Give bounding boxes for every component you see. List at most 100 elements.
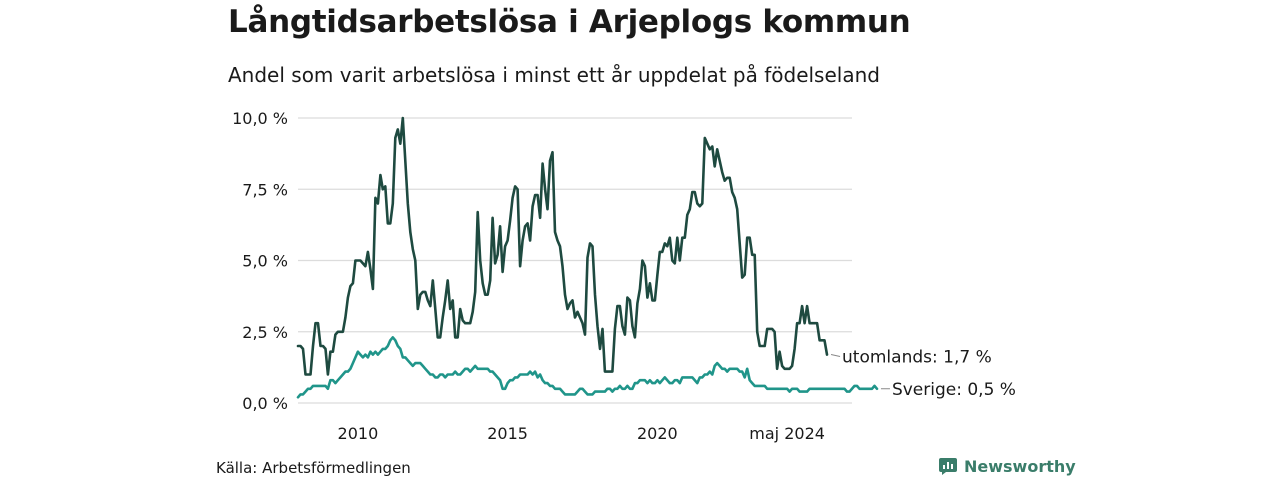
data-point-sverige (514, 376, 517, 379)
data-point-sverige (307, 388, 310, 391)
data-point-sverige (317, 385, 320, 388)
data-point-utomlands (489, 279, 492, 282)
data-point-utomlands (699, 205, 702, 208)
data-point-utomlands (506, 239, 509, 242)
data-point-utomlands (569, 302, 572, 305)
data-point-sverige (329, 379, 332, 382)
data-point-utomlands (334, 333, 337, 336)
data-point-sverige (354, 356, 357, 359)
data-point-sverige (773, 388, 776, 391)
data-point-utomlands (436, 336, 439, 339)
data-point-sverige (756, 385, 759, 388)
data-point-utomlands (299, 345, 302, 348)
data-point-sverige (594, 390, 597, 393)
data-point-sverige (679, 382, 682, 385)
data-point-utomlands (322, 345, 325, 348)
data-point-sverige (526, 373, 529, 376)
data-point-sverige (791, 388, 794, 391)
data-point-utomlands (686, 214, 689, 217)
data-point-sverige (299, 393, 302, 396)
data-point-sverige (781, 388, 784, 391)
data-point-sverige (489, 370, 492, 373)
data-point-utomlands (646, 296, 649, 299)
data-point-sverige (621, 388, 624, 391)
data-point-utomlands (347, 296, 350, 299)
data-point-sverige (449, 373, 452, 376)
data-point-utomlands (509, 219, 512, 222)
data-point-sverige (576, 390, 579, 393)
data-point-utomlands (743, 274, 746, 277)
data-point-utomlands (666, 245, 669, 248)
data-point-sverige (736, 368, 739, 371)
data-point-utomlands (524, 225, 527, 228)
data-point-utomlands (713, 165, 716, 168)
data-point-sverige (801, 390, 804, 393)
data-point-utomlands (474, 291, 477, 294)
data-point-utomlands (564, 293, 567, 296)
data-point-sverige (806, 390, 809, 393)
data-point-utomlands (362, 262, 365, 265)
data-point-utomlands (709, 148, 712, 151)
data-point-sverige (389, 339, 392, 342)
data-point-sverige (868, 388, 871, 391)
series-line-utomlands (296, 116, 829, 376)
data-point-sverige (778, 388, 781, 391)
data-point-utomlands (706, 142, 709, 145)
data-point-utomlands (571, 299, 574, 302)
data-point-sverige (399, 348, 402, 351)
data-point-utomlands (372, 288, 375, 291)
data-point-sverige (876, 388, 879, 391)
data-point-sverige (731, 368, 734, 371)
newsworthy-icon (939, 458, 957, 475)
data-point-utomlands (484, 293, 487, 296)
data-point-sverige (461, 370, 464, 373)
data-point-sverige (726, 370, 729, 373)
data-point-utomlands (619, 305, 622, 308)
data-point-sverige (636, 382, 639, 385)
data-point-utomlands (304, 373, 307, 376)
data-point-utomlands (516, 188, 519, 191)
data-point-sverige (619, 385, 622, 388)
data-point-utomlands (614, 328, 617, 331)
data-point-sverige (304, 390, 307, 393)
data-point-sverige (649, 379, 652, 382)
data-point-sverige (846, 390, 849, 393)
data-point-utomlands (716, 148, 719, 151)
data-point-sverige (486, 368, 489, 371)
data-point-utomlands (609, 370, 612, 373)
data-point-sverige (768, 388, 771, 391)
data-point-utomlands (604, 370, 607, 373)
data-point-sverige (541, 379, 544, 382)
data-point-utomlands (586, 256, 589, 259)
data-point-utomlands (514, 185, 517, 188)
data-point-utomlands (701, 202, 704, 205)
chart-subtitle: Andel som varit arbetslösa i minst ett å… (228, 63, 880, 87)
data-point-utomlands (818, 339, 821, 342)
data-point-utomlands (621, 325, 624, 328)
data-point-utomlands (471, 311, 474, 314)
data-point-sverige (551, 385, 554, 388)
data-point-sverige (866, 388, 869, 391)
data-point-utomlands (654, 299, 657, 302)
data-point-sverige (484, 368, 487, 371)
data-point-utomlands (726, 177, 729, 180)
data-point-sverige (352, 362, 355, 365)
data-point-utomlands (446, 279, 449, 282)
data-point-sverige (758, 385, 761, 388)
data-point-sverige (474, 365, 477, 368)
data-point-sverige (676, 379, 679, 382)
data-point-sverige (347, 370, 350, 373)
data-point-sverige (571, 393, 574, 396)
data-point-utomlands (736, 208, 739, 211)
data-point-utomlands (364, 265, 367, 268)
data-point-utomlands (634, 336, 637, 339)
data-point-utomlands (584, 333, 587, 336)
data-point-sverige (524, 373, 527, 376)
data-point-sverige (536, 376, 539, 379)
data-point-sverige (841, 388, 844, 391)
data-point-sverige (836, 388, 839, 391)
data-point-utomlands (681, 236, 684, 239)
data-point-utomlands (531, 205, 534, 208)
data-point-utomlands (419, 293, 422, 296)
newsworthy-logo[interactable]: Newsworthy (938, 456, 1076, 476)
